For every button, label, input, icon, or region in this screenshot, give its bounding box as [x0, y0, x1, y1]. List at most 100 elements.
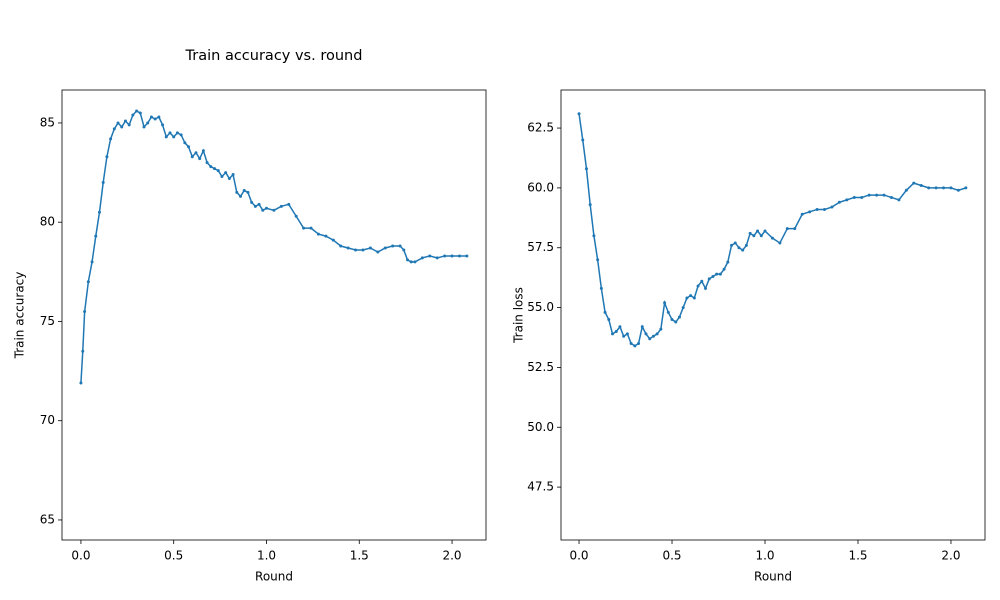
data-point	[919, 184, 923, 188]
data-point	[655, 332, 659, 336]
data-point	[759, 234, 763, 238]
data-point	[730, 243, 734, 247]
data-point	[428, 254, 432, 258]
data-point	[81, 349, 85, 353]
y-tick-label: 47.5	[527, 480, 554, 494]
data-point	[406, 258, 410, 262]
data-point	[316, 232, 320, 236]
y-tick-label: 80	[40, 215, 55, 229]
data-point	[120, 125, 124, 129]
data-point	[685, 296, 689, 300]
y-tick-label: 55.0	[527, 300, 554, 314]
data-point	[599, 286, 603, 290]
data-point	[748, 231, 752, 235]
data-point	[785, 227, 789, 231]
data-point	[744, 243, 748, 247]
data-point	[409, 260, 413, 264]
data-point	[131, 113, 135, 117]
data-point	[800, 212, 804, 216]
data-point	[354, 248, 358, 252]
data-point	[264, 206, 268, 210]
data-point	[677, 315, 681, 319]
data-point	[588, 203, 592, 207]
data-point	[109, 137, 113, 141]
data-point	[261, 208, 265, 212]
data-point	[190, 155, 194, 159]
data-point	[692, 296, 696, 300]
data-point	[123, 119, 127, 123]
data-point	[823, 207, 827, 211]
data-point	[220, 175, 224, 179]
data-point	[242, 188, 246, 192]
data-point	[175, 131, 179, 135]
x-tick-label: 2.0	[442, 549, 461, 563]
x-tick-label: 0.0	[569, 549, 588, 563]
y-tick-label: 52.5	[527, 360, 554, 374]
data-point	[689, 294, 693, 298]
data-point	[309, 226, 313, 230]
y-tick-label: 57.5	[527, 240, 554, 254]
data-point	[398, 244, 402, 248]
data-point	[808, 210, 812, 214]
data-point	[112, 127, 116, 131]
data-point	[450, 254, 454, 258]
data-point	[383, 246, 387, 250]
data-point	[246, 190, 250, 194]
data-point	[770, 236, 774, 240]
data-point	[703, 286, 707, 290]
data-point	[435, 256, 439, 260]
data-point	[584, 167, 588, 171]
data-point	[726, 260, 730, 264]
data-point	[666, 310, 670, 314]
data-point	[101, 181, 105, 185]
data-point	[711, 274, 715, 278]
y-tick-label: 70	[40, 413, 55, 427]
data-point	[164, 135, 168, 139]
y-tick-label: 65	[40, 512, 55, 526]
data-point	[581, 138, 585, 142]
data-point	[339, 244, 343, 248]
x-tick-label: 0.5	[662, 549, 681, 563]
data-point	[97, 210, 101, 214]
data-point	[86, 280, 90, 284]
data-point	[904, 188, 908, 192]
data-point	[331, 238, 335, 242]
data-point	[216, 169, 220, 173]
data-point	[603, 310, 607, 314]
data-point	[194, 151, 198, 155]
data-point	[179, 133, 183, 137]
data-point	[778, 241, 782, 245]
data-line	[578, 113, 967, 347]
data-line	[80, 110, 467, 384]
data-point	[287, 202, 291, 206]
data-point	[361, 248, 365, 252]
y-axis-label: Train loss	[512, 287, 526, 344]
x-tick-label: 2.0	[941, 549, 960, 563]
data-point	[324, 234, 328, 238]
x-axis-label: Round	[754, 570, 792, 584]
data-point	[465, 254, 469, 258]
data-point	[577, 112, 581, 116]
data-point	[670, 318, 674, 322]
data-point	[250, 200, 254, 204]
data-point	[611, 332, 615, 336]
data-point	[149, 115, 153, 119]
data-point	[763, 229, 767, 233]
data-point	[596, 258, 600, 262]
data-point	[135, 109, 139, 113]
data-point	[629, 341, 633, 345]
data-point	[391, 244, 395, 248]
data-point	[592, 234, 596, 238]
data-point	[142, 125, 146, 129]
x-tick-label: 1.5	[350, 549, 369, 563]
data-point	[875, 193, 879, 197]
data-point	[718, 272, 722, 276]
y-tick-label: 75	[40, 314, 55, 328]
data-point	[146, 121, 150, 125]
data-point	[934, 186, 938, 190]
x-tick-label: 0.5	[164, 549, 183, 563]
data-point	[172, 135, 176, 139]
data-point	[927, 186, 931, 190]
data-point	[640, 325, 644, 329]
data-point	[94, 234, 98, 238]
